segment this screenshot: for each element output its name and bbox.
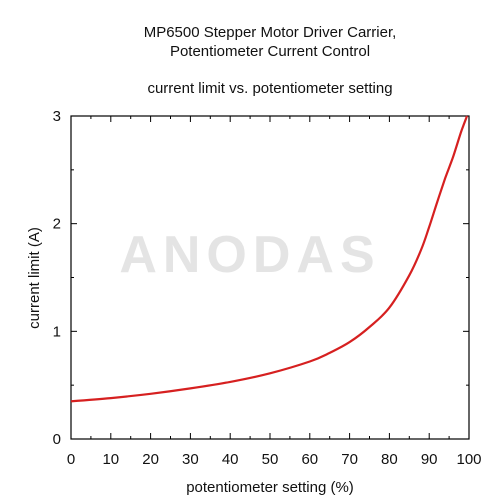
y-axis-label: current limit (A) <box>26 227 43 329</box>
y-tick-label: 0 <box>53 431 61 448</box>
y-tick-labels: 0 1 2 3 <box>53 108 61 448</box>
x-tick-label: 30 <box>182 451 199 468</box>
x-tick-label: 70 <box>341 451 358 468</box>
x-tick-label: 40 <box>222 451 239 468</box>
axis-ticks <box>70 115 470 440</box>
series-line <box>70 115 469 403</box>
x-tick-label: 60 <box>301 451 318 468</box>
chart-title-line-2: Potentiometer Current Control <box>170 43 370 60</box>
y-tick-label: 2 <box>53 216 61 233</box>
watermark: ANODAS <box>119 226 380 284</box>
y-tick-label: 3 <box>53 108 61 125</box>
x-tick-label: 80 <box>381 451 398 468</box>
x-tick-label: 50 <box>262 451 279 468</box>
x-tick-label: 100 <box>456 451 481 468</box>
x-tick-label: 20 <box>142 451 159 468</box>
x-tick-label: 0 <box>67 451 75 468</box>
x-axis-label: potentiometer setting (%) <box>186 479 354 496</box>
x-tick-labels: 0 10 20 30 40 50 60 70 80 90 100 <box>67 451 482 468</box>
chart-title-line-1: MP6500 Stepper Motor Driver Carrier, <box>144 24 397 41</box>
y-tick-label: 1 <box>53 323 61 340</box>
x-tick-label: 90 <box>421 451 438 468</box>
series-layer <box>70 115 469 403</box>
chart-subtitle: current limit vs. potentiometer setting <box>147 80 392 97</box>
x-tick-label: 10 <box>102 451 119 468</box>
